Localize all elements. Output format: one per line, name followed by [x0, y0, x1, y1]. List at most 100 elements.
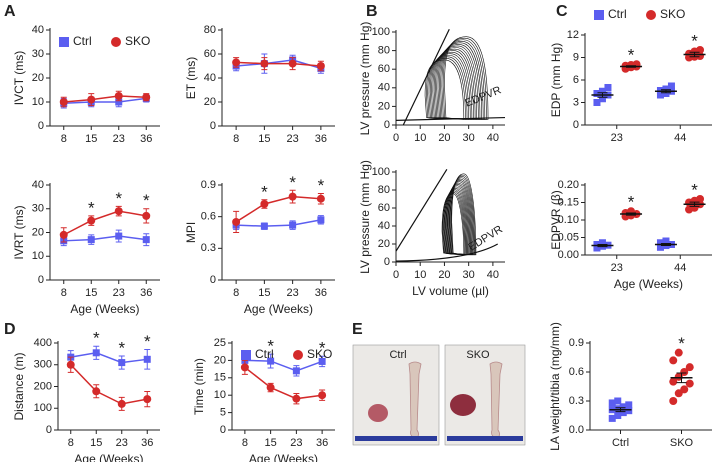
marker: [115, 98, 123, 106]
y-axis-label: LV pressure (mm Hg): [358, 160, 372, 274]
y-tick-label: 0.15: [558, 196, 579, 208]
marker: [59, 98, 68, 106]
marker: [318, 357, 326, 365]
y-tick-label: 0: [210, 274, 216, 286]
significance: *: [691, 31, 698, 50]
y-tick-label: 300: [34, 359, 52, 371]
marker: [288, 192, 297, 201]
y-tick-label: 20: [378, 100, 390, 112]
panel-label: E: [352, 321, 363, 338]
significance: *: [118, 339, 125, 358]
y-tick-label: 25: [214, 337, 226, 349]
series-line: [70, 364, 148, 405]
marker: [656, 239, 664, 247]
y-tick-label: 10: [32, 96, 44, 108]
marker: [669, 397, 678, 405]
marker: [619, 403, 627, 411]
marker: [143, 355, 151, 363]
x-tick-label: 10: [414, 132, 426, 144]
panel-label: B: [366, 3, 378, 20]
x-tick-label: 15: [258, 287, 270, 299]
marker: [316, 62, 325, 70]
marker: [608, 399, 616, 407]
x-tick-label: 40: [487, 269, 499, 281]
significance: *: [143, 191, 150, 210]
x-tick-label: 8: [68, 437, 74, 449]
y-tick-label: 0.3: [201, 242, 216, 254]
y-tick-label: 0.6: [569, 366, 584, 378]
x-tick-label: 15: [258, 133, 270, 145]
panel-label: C: [556, 3, 568, 20]
y-tick-label: 0.3: [569, 395, 584, 407]
sem-bar: [626, 212, 637, 216]
marker: [593, 90, 601, 97]
y-tick-label: 0: [573, 119, 579, 131]
espvr: [402, 28, 450, 126]
x-tick-label: 36: [140, 287, 152, 299]
legend-label: SKO: [125, 34, 150, 48]
x-tick-label: 23: [287, 287, 299, 299]
x-axis-label: Age (Weeks): [74, 452, 143, 462]
y-tick-label: 0.10: [558, 214, 579, 226]
x-tick-label: 23: [287, 133, 299, 145]
marker: [674, 348, 683, 357]
marker: [696, 195, 705, 203]
marker: [646, 10, 656, 20]
sem-bar: [689, 201, 700, 207]
marker: [656, 91, 664, 99]
series-line: [63, 235, 147, 242]
y-tick-label: 0.00: [558, 249, 579, 261]
marker: [614, 412, 622, 419]
marker: [260, 200, 269, 208]
y-axis-label: LV pressure (mm Hg): [358, 22, 372, 136]
atrium: [450, 394, 476, 416]
y-tick-label: 40: [204, 72, 216, 84]
y-axis-label: EDP (mm Hg): [549, 43, 563, 117]
y-tick-label: 0: [210, 120, 216, 132]
x-tick-label: 8: [61, 287, 67, 299]
marker: [111, 37, 121, 47]
series-line: [235, 195, 321, 223]
y-tick-label: 100: [372, 166, 390, 178]
sem-bar: [597, 244, 608, 248]
significance: *: [628, 193, 635, 212]
x-tick-label: 20: [438, 132, 450, 144]
marker: [232, 217, 241, 226]
significance: *: [115, 189, 122, 208]
marker: [115, 232, 123, 240]
tibia: [408, 361, 422, 439]
x-tick-label: 36: [141, 437, 153, 449]
marker: [614, 405, 622, 413]
legend-label: Ctrl: [608, 7, 627, 21]
marker: [87, 236, 95, 244]
marker: [232, 58, 241, 67]
x-tick-label: 15: [85, 133, 97, 145]
tibia: [489, 361, 503, 439]
marker: [598, 87, 606, 95]
y-tick-label: 0: [38, 120, 44, 132]
x-tick-label: 23: [113, 287, 125, 299]
y-tick-label: 0: [38, 274, 44, 286]
y-tick-label: 20: [32, 226, 44, 238]
series-line: [63, 210, 147, 236]
x-tick-label: 10: [414, 269, 426, 281]
marker: [598, 95, 606, 103]
sem-bar: [615, 407, 626, 413]
y-tick-label: 6: [573, 74, 579, 86]
x-tick-label: 23: [611, 262, 623, 274]
marker: [593, 99, 601, 106]
marker: [241, 350, 251, 360]
marker: [66, 360, 75, 369]
y-tick-label: 40: [32, 179, 44, 191]
edpvr: [395, 116, 506, 121]
marker: [674, 372, 683, 381]
significance: *: [144, 332, 151, 351]
pv-loop: [441, 193, 465, 256]
marker: [142, 211, 151, 220]
y-tick-label: 0.0: [569, 424, 584, 436]
atrium: [368, 404, 388, 422]
significance: *: [678, 334, 685, 353]
x-tick-label: 36: [315, 287, 327, 299]
marker: [240, 363, 249, 372]
y-axis-label: LA weight/tibia (mg/mm): [548, 322, 562, 451]
